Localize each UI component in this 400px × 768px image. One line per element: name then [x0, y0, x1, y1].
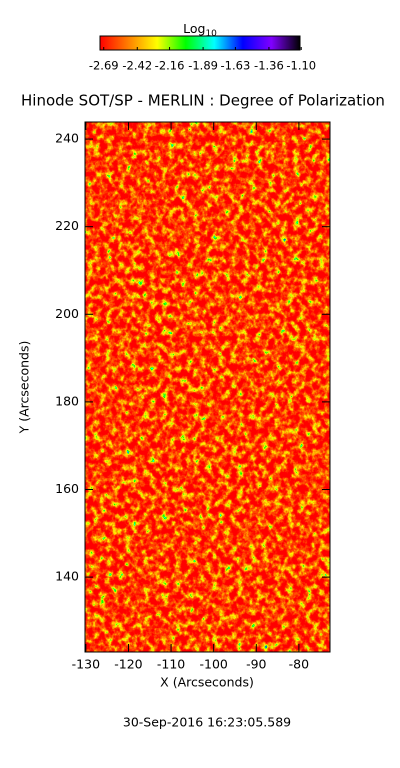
y-tick-label: 140	[55, 569, 79, 584]
x-tick-label: -80	[289, 657, 309, 672]
colorbar-label: Log10	[183, 21, 217, 39]
colorbar-tick-label: -1.10	[286, 59, 316, 73]
plot-frame	[84, 121, 331, 653]
heatmap-image	[85, 122, 330, 652]
y-axis-title: Y (Arcseconds)	[17, 341, 32, 435]
colorbar-tick-label: -2.16	[155, 59, 185, 73]
colorbar-label-sub: 10	[205, 29, 217, 39]
chart-title: Hinode SOT/SP - MERLIN : Degree of Polar…	[21, 92, 385, 110]
colorbar-tick-label: -1.89	[188, 59, 218, 73]
y-tick-label: 200	[55, 306, 79, 321]
y-tick-label: 220	[55, 218, 79, 233]
colorbar-tick-label: -1.36	[254, 59, 284, 73]
y-tick-label: 180	[55, 393, 79, 408]
y-tick-label: 240	[55, 131, 79, 146]
y-tick-label: 160	[55, 481, 79, 496]
colorbar-tick-label: -2.42	[122, 59, 152, 73]
footer-date: 30-Sep-2016 16:23:05.589	[123, 715, 291, 730]
colorbar-label-main: Log	[183, 21, 205, 36]
colorbar	[99, 35, 301, 51]
colorbar-tick-label: -1.63	[221, 59, 251, 73]
x-tick-label: -110	[157, 657, 185, 672]
x-tick-label: -90	[246, 657, 266, 672]
x-tick-label: -120	[114, 657, 142, 672]
x-axis-title: X (Arcseconds)	[160, 675, 254, 690]
x-tick-label: -100	[199, 657, 227, 672]
x-tick-label: -130	[72, 657, 100, 672]
colorbar-tick-label: -2.69	[89, 59, 119, 73]
